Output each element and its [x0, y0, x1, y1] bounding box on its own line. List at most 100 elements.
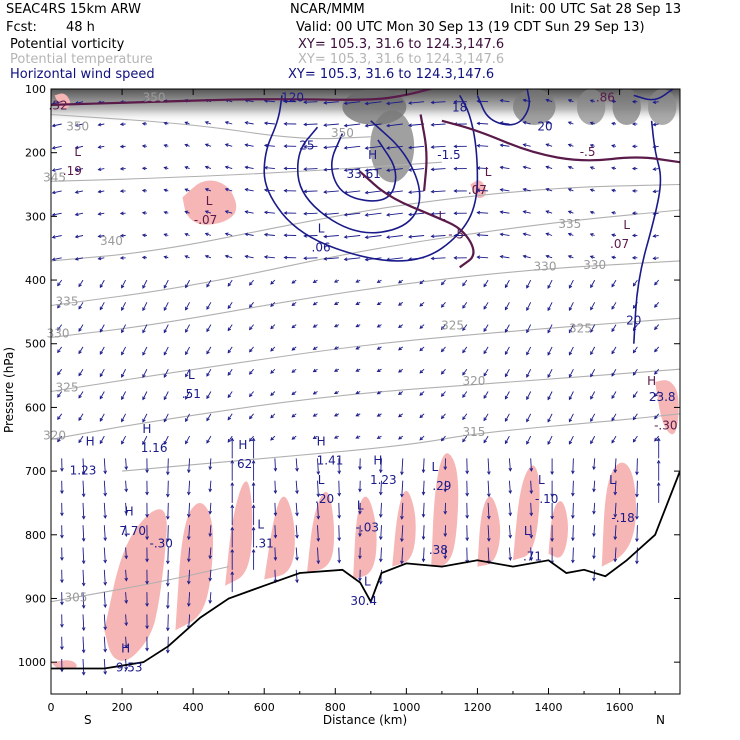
- wind-vector-head: [103, 492, 108, 497]
- wind-vector-head: [57, 327, 61, 331]
- wind-vector: [546, 210, 553, 214]
- wind-vector-head: [504, 351, 509, 356]
- wind-vector-head: [312, 346, 317, 350]
- wind-vector-head: [408, 168, 412, 172]
- wind-vector: [386, 145, 403, 149]
- wind-vector: [654, 413, 660, 419]
- pv-label: L: [206, 194, 213, 208]
- wind-vector-head: [522, 143, 527, 147]
- wind-vector-head: [273, 467, 278, 472]
- wind-vector-head: [440, 415, 445, 420]
- wind-vector: [547, 302, 553, 311]
- wind-vector-head: [60, 512, 64, 517]
- wind-vector-head: [316, 493, 321, 498]
- wind-vector: [188, 614, 191, 629]
- wind-vector-head: [378, 558, 383, 563]
- wind-vector-head: [545, 143, 550, 147]
- wind-vector-head: [60, 557, 64, 561]
- x-tick-label: 1000: [392, 701, 420, 714]
- pv-label: L: [74, 145, 81, 159]
- wind-vector: [546, 121, 553, 125]
- negative-pv-region: [470, 180, 486, 199]
- wind-vector-head: [249, 304, 253, 309]
- wind-vector: [568, 324, 574, 333]
- wind-vector: [654, 302, 660, 308]
- wind-vector-head: [343, 101, 348, 106]
- wind-vector-head: [652, 189, 657, 194]
- wind-vector: [380, 547, 382, 562]
- wind-vector: [98, 235, 105, 238]
- wind-vector-head: [592, 510, 596, 515]
- wind-vector-head: [121, 418, 125, 423]
- wind-vector: [365, 123, 382, 127]
- pv-label: L: [439, 209, 446, 223]
- wind-vector-head: [97, 122, 102, 127]
- wind-extremum-label: 62: [237, 457, 252, 471]
- wind-vector-head: [103, 559, 108, 564]
- wind-vector: [227, 279, 233, 287]
- wind-vector-head: [270, 303, 274, 307]
- wind-vector: [206, 302, 212, 310]
- wind-vector: [462, 391, 468, 398]
- wind-vector-head: [654, 437, 658, 442]
- field-wind-name: Horizontal wind speed: [10, 67, 155, 82]
- y-tick-label: 1000: [18, 656, 46, 669]
- wind-vector-head: [124, 510, 129, 515]
- wind-extremum-label: .71: [523, 549, 542, 563]
- negative-pv-region: [175, 502, 214, 631]
- wind-vector: [441, 302, 446, 308]
- wind-vector: [526, 346, 532, 355]
- wind-vector: [209, 480, 212, 492]
- wind-vector: [209, 547, 212, 559]
- wind-vector-head: [208, 488, 212, 493]
- wind-vector: [52, 101, 62, 105]
- wind-vector-head: [568, 351, 573, 356]
- wind-vector: [431, 101, 446, 104]
- wind-vector-head: [504, 440, 509, 445]
- wind-vector-head: [355, 368, 360, 372]
- wind-vector-head: [631, 122, 636, 126]
- wind-vector-head: [60, 467, 64, 472]
- wind-vector: [462, 346, 468, 353]
- wind-vector: [295, 547, 298, 561]
- wind-vector: [82, 547, 85, 564]
- wind-vector: [547, 368, 553, 378]
- wind-vector: [225, 233, 233, 236]
- wind-vector: [530, 547, 532, 561]
- wind-vector-head: [529, 468, 534, 472]
- wind-vector: [245, 188, 254, 192]
- wind-vector: [103, 614, 106, 630]
- pv-contour: [441, 119, 680, 164]
- wind-vector: [611, 413, 617, 421]
- wind-speed-contours: [263, 89, 674, 344]
- wind-vector-head: [408, 101, 412, 105]
- wind-vector: [487, 480, 490, 497]
- wind-vector-head: [656, 459, 661, 464]
- wind-vector: [441, 435, 446, 441]
- x-tick-label: 200: [112, 701, 133, 714]
- wind-vector-head: [611, 328, 615, 333]
- model-title: SEAC4RS 15km ARW: [6, 2, 142, 17]
- wind-vector-head: [376, 368, 381, 372]
- wind-vector-head: [273, 512, 278, 517]
- wind-vector: [614, 547, 617, 562]
- wind-vector: [487, 502, 490, 519]
- wind-vector-head: [499, 98, 504, 103]
- wind-vector-head: [343, 235, 348, 239]
- wind-vector-head: [462, 282, 466, 287]
- wind-vector: [572, 458, 574, 474]
- wind-vector-head: [611, 188, 616, 193]
- wind-vector-head: [462, 327, 466, 332]
- wind-vector: [386, 123, 403, 127]
- wind-vector: [380, 480, 382, 495]
- wind-vector-head: [443, 488, 448, 493]
- wind-vector: [636, 480, 638, 497]
- negative-pv-region: [392, 490, 416, 567]
- wind-vector-head: [230, 504, 235, 509]
- wind-vector: [57, 346, 63, 353]
- wind-vector: [188, 458, 191, 473]
- field-wind-xy: XY= 105.3, 31.6 to 124.3,147.6: [288, 67, 495, 82]
- wind-vector-head: [364, 190, 369, 195]
- wind-vector-head: [312, 324, 317, 328]
